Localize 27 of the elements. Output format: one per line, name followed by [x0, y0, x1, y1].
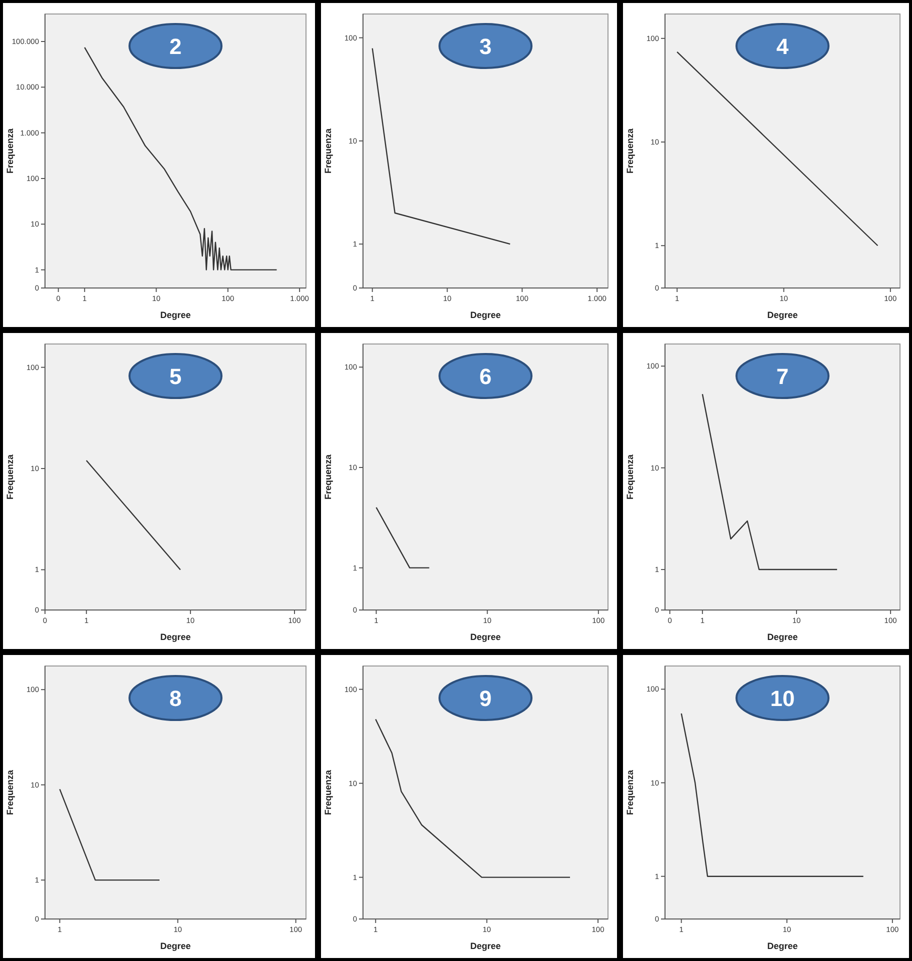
y-axis-title: Frequenza	[323, 769, 333, 816]
x-axis-title: Degree	[160, 941, 191, 951]
y-axis-title: Frequenza	[5, 454, 15, 500]
text: 9	[479, 686, 492, 711]
text: 4	[776, 34, 790, 59]
x-axis-title: Degree	[160, 632, 191, 642]
text: 8	[169, 686, 182, 711]
text: 10	[770, 686, 795, 711]
text: 6	[479, 364, 492, 389]
y-axis-title: Frequenza	[323, 454, 333, 500]
x-axis-title: Degree	[767, 310, 798, 320]
y-axis-title: Frequenza	[323, 128, 333, 174]
y-axis-title: Frequenza	[5, 769, 15, 816]
y-axis-title: Frequenza	[625, 454, 635, 500]
x-axis-title: Degree	[470, 632, 501, 642]
text: 5	[169, 364, 182, 389]
x-axis-title: Degree	[470, 941, 501, 951]
text: 3	[479, 34, 492, 59]
y-axis-title: Frequenza	[625, 128, 635, 174]
x-axis-title: Degree	[160, 310, 191, 320]
y-axis-title: Frequenza	[5, 128, 15, 174]
x-axis-title: Degree	[767, 632, 798, 642]
y-axis-title: Frequenza	[625, 769, 635, 816]
text: 2	[169, 34, 182, 59]
x-axis-title: Degree	[470, 310, 501, 320]
x-axis-title: Degree	[767, 941, 798, 951]
text: 7	[776, 364, 789, 389]
